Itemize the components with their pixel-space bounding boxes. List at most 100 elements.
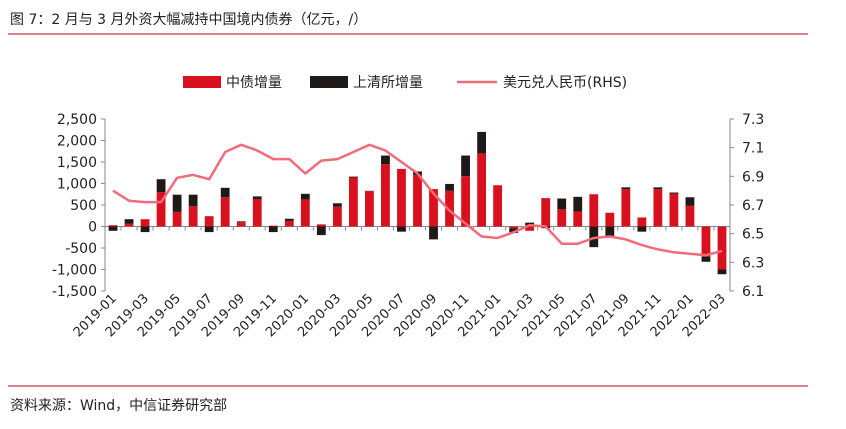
- bar-shanghai: [220, 187, 230, 198]
- bar-central: [300, 199, 310, 227]
- legend-label-fx: 美元兑人民币(RHS): [503, 75, 627, 91]
- bar-central: [365, 191, 374, 227]
- bar-central: [172, 211, 182, 227]
- bar-shanghai: [429, 226, 438, 240]
- legend-swatch-central: [183, 76, 221, 88]
- fx-line: [112, 143, 723, 257]
- bar-central: [429, 189, 438, 227]
- bar-shanghai: [252, 196, 262, 199]
- right-axis-tick-label: 6.9: [742, 169, 764, 185]
- source-divider: [8, 385, 808, 387]
- left-axis-tick-label: 1,500: [57, 155, 97, 171]
- bar-shanghai: [397, 226, 406, 232]
- left-axis-tick-label: 2,000: [57, 134, 97, 150]
- right-axis-tick-label: 6.7: [742, 198, 764, 214]
- bar-central: [284, 220, 294, 227]
- right-axis-tick-label: 6.3: [742, 255, 764, 271]
- bar-shanghai: [204, 226, 214, 233]
- bar-shanghai: [573, 196, 583, 212]
- source-note: 资料来源：Wind，中信证券研究部: [10, 398, 228, 414]
- bar-central: [445, 190, 454, 227]
- right-axis-tick-label: 6.1: [742, 284, 764, 300]
- bar-central: [589, 194, 599, 227]
- left-axis-tick-label: -1,500: [52, 284, 97, 300]
- bar-central: [509, 226, 519, 229]
- bar-central: [653, 189, 663, 227]
- bar-shanghai: [140, 226, 150, 233]
- left-axis-tick-label: 2,500: [57, 112, 97, 128]
- bar-shanghai: [605, 226, 615, 238]
- legend-swatch-shanghai: [310, 76, 348, 88]
- bar-central: [461, 176, 470, 227]
- bar-central: [493, 185, 503, 227]
- bar-shanghai: [445, 183, 454, 191]
- bar-shanghai: [557, 198, 567, 210]
- bar-central: [717, 226, 727, 270]
- right-axis-tick-label: 7.1: [742, 141, 764, 157]
- legend-label-central: 中债增量: [226, 75, 282, 91]
- bar-central: [573, 211, 583, 227]
- bar-shanghai: [236, 221, 246, 223]
- bar-central: [220, 197, 230, 227]
- left-axis-tick-label: 1,000: [57, 177, 97, 193]
- bar-central: [124, 223, 134, 227]
- bar-central: [541, 198, 551, 227]
- left-axis-tick-label: 500: [70, 198, 97, 214]
- bar-shanghai: [461, 155, 470, 177]
- bar-shanghai: [188, 194, 198, 207]
- bar-shanghai: [316, 226, 326, 236]
- legend-label-shanghai: 上清所增量: [353, 75, 423, 91]
- left-axis-tick-label: -500: [65, 241, 97, 257]
- bar-central: [397, 168, 406, 227]
- bar-central: [381, 164, 390, 227]
- bar-central: [108, 225, 118, 227]
- bar-shanghai: [621, 187, 631, 190]
- right-axis-tick-label: 6.5: [742, 227, 764, 243]
- bar-shanghai: [284, 218, 294, 221]
- bar-central: [252, 198, 262, 227]
- bar-central: [156, 192, 166, 227]
- left-axis-tick-label: 0: [88, 220, 97, 236]
- left-axis-tick-label: -1,000: [52, 263, 97, 279]
- bar-central: [669, 193, 679, 227]
- bar-central: [316, 224, 326, 227]
- bar-central: [140, 219, 150, 227]
- right-axis-tick-label: 7.3: [742, 112, 764, 128]
- bar-shanghai: [701, 256, 711, 262]
- bar-central: [525, 226, 535, 231]
- bar-shanghai: [348, 176, 358, 178]
- bar-central: [621, 189, 631, 227]
- bar-central: [268, 225, 278, 227]
- bar-shanghai: [509, 228, 519, 233]
- legend: 中债增量 上清所增量 美元兑人民币(RHS): [183, 75, 627, 91]
- bar-central: [605, 212, 615, 227]
- bar-shanghai: [124, 219, 134, 224]
- bar-shanghai: [332, 203, 342, 207]
- bar-shanghai: [108, 226, 118, 231]
- title-divider: [8, 33, 808, 35]
- bar-central: [477, 153, 487, 227]
- chart-title: 图 7：2 月与 3 月外资大幅减持中国境内债券（亿元，/）: [10, 12, 368, 28]
- bar-central: [557, 209, 567, 227]
- bar-central: [204, 216, 214, 227]
- bar-shanghai: [637, 226, 647, 232]
- bar-shanghai: [268, 226, 278, 233]
- bar-shanghai: [300, 193, 310, 200]
- bar-shanghai: [172, 194, 182, 212]
- bar-central: [188, 206, 198, 227]
- bar-central: [348, 177, 358, 227]
- bar-central: [332, 206, 342, 227]
- bar-central: [413, 174, 422, 227]
- bar-shanghai: [156, 179, 166, 193]
- bar-shanghai: [477, 131, 487, 154]
- bar-central: [637, 217, 647, 227]
- bar-central: [236, 222, 246, 227]
- bar-shanghai: [653, 187, 663, 190]
- bar-shanghai: [669, 192, 679, 194]
- bar-shanghai: [381, 155, 390, 165]
- bar-central: [685, 205, 695, 227]
- bar-shanghai: [685, 197, 695, 206]
- bar-shanghai: [717, 269, 727, 275]
- bar-central: [701, 226, 711, 257]
